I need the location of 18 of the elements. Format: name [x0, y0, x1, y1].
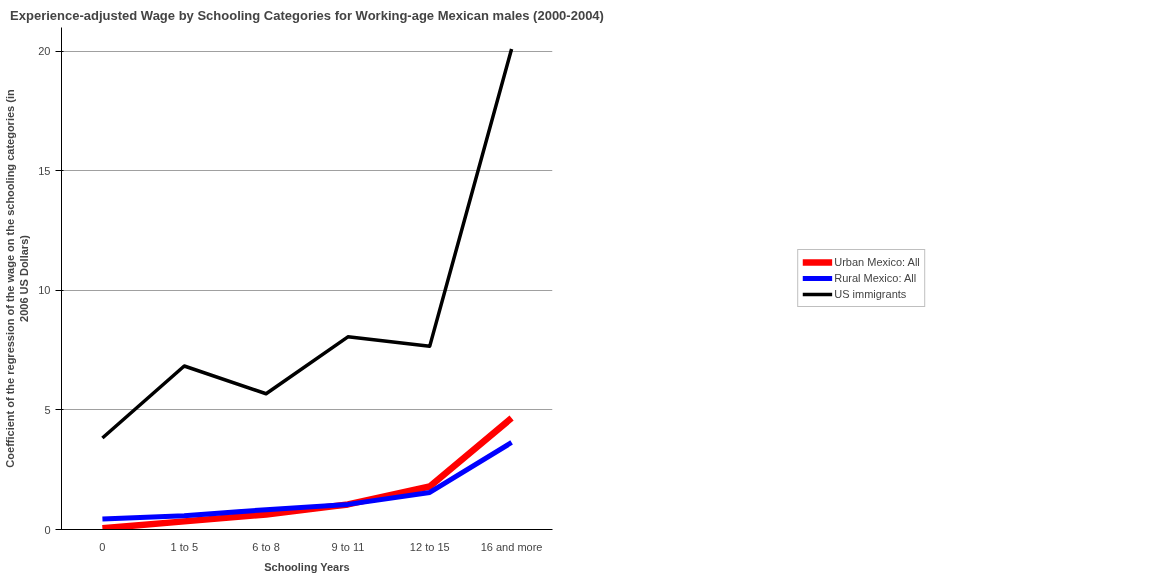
x-tick-label: 16 and more [480, 540, 543, 553]
legend-label: Rural Mexico: All [834, 271, 917, 286]
x-tick-label: 6 to 8 [252, 540, 280, 553]
y-tick-label: 0 [44, 523, 51, 536]
x-tick-label: 1 to 5 [170, 540, 199, 553]
legend-label: Urban Mexico: All [834, 255, 920, 270]
chart-title: Experience-adjusted Wage by Schooling Categories for Working-age Mexican males (2000-2004) [10, 7, 604, 23]
x-tick-label: 9 to 11 [331, 540, 365, 553]
x-tick-label: 12 to 15 [409, 540, 450, 553]
y-axis-title: Coefficient of the regression of the wage on the schooling categories (in 2006 US Dollars) [3, 89, 31, 468]
line-series [100, 47, 514, 440]
y-tick-label: 5 [44, 403, 51, 416]
y-tick-label: 15 [38, 164, 51, 177]
x-tick-label: 0 [99, 540, 106, 553]
y-tick-label: 10 [38, 284, 51, 297]
legend-label: US immigrants [834, 287, 907, 302]
y-tick-label: 20 [38, 45, 51, 58]
x-axis-title: Schooling Years [264, 560, 350, 573]
